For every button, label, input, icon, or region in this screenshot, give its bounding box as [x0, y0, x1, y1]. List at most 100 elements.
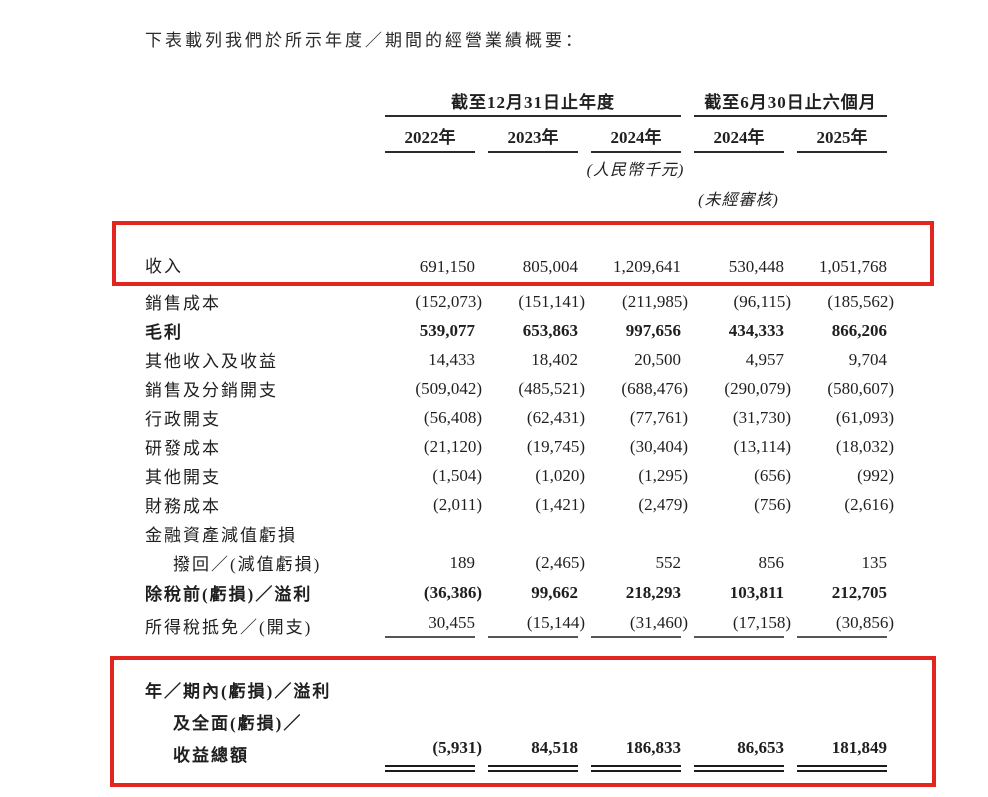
spacer-cell — [145, 88, 378, 117]
value-cell: 86,653 — [687, 638, 790, 772]
audit-note-cell: (未經審核) — [687, 183, 790, 213]
value-cell: (19,745) — [481, 432, 585, 461]
value-cell: (2,616) — [790, 490, 894, 519]
cell-value: 9,704 — [848, 349, 887, 369]
table-row: 其他收入及收益 14,433 18,402 20,500 4,957 9,704 — [145, 345, 893, 374]
row-label: 財務成本 — [145, 497, 221, 516]
total-highlight-box — [110, 656, 936, 787]
group-interim-label: 截至6月30日止六個月 — [704, 93, 877, 112]
cell-value: (1,020) — [535, 465, 585, 485]
value-cell: (1,295) — [584, 461, 688, 490]
table-row: 收入 691,150 805,004 1,209,641 530,448 1,051,76… — [145, 213, 893, 287]
value-cell — [687, 519, 790, 548]
audit-note-row: (未經審核) — [145, 183, 893, 213]
unit-note-row: (人民幣千元) — [145, 153, 893, 183]
cell-value: 18,402 — [531, 349, 578, 369]
cell-value: (31,730) — [732, 407, 791, 427]
value-cell: (152,073) — [378, 287, 482, 316]
table-row: 行政開支 (56,408) (62,431) (77,761) (31,730) (61,… — [145, 403, 894, 432]
cell-value: 1,209,641 — [613, 257, 681, 276]
value-cell: (31,460) — [584, 608, 688, 638]
cell-value: (21,120) — [423, 436, 482, 456]
cell-value: (15,144) — [526, 613, 585, 632]
cell-value: (2,479) — [638, 494, 688, 514]
value-cell: 99,662 — [481, 577, 584, 608]
value-cell: (688,476) — [584, 374, 688, 403]
total-label-line: 收益總額 — [173, 746, 249, 765]
cell-value: (30,856) — [835, 613, 894, 632]
table-body: 收入 691,150 805,004 1,209,641 530,448 1,051,76… — [145, 213, 894, 772]
cell-value: (485,521) — [518, 378, 585, 398]
year-header-row: 2022年 2023年 2024年 2024年 2025年 — [145, 117, 893, 153]
cell-value: 653,863 — [522, 320, 578, 340]
value-cell: 14,433 — [378, 345, 481, 374]
cell-value: 84,518 — [531, 738, 578, 757]
audit-note: (未經審核) — [698, 192, 779, 209]
cell-value: 805,004 — [522, 257, 578, 276]
cell-value: 99,662 — [531, 582, 578, 602]
value-cell: 186,833 — [584, 638, 687, 772]
cell-value: (17,158) — [732, 613, 791, 632]
value-cell: (2,479) — [584, 490, 688, 519]
value-cell: (756) — [687, 490, 791, 519]
value-cell — [584, 519, 687, 548]
value-cell: (96,115) — [687, 287, 791, 316]
cell-value: (31,460) — [629, 613, 688, 632]
cell-value: 4,957 — [745, 349, 784, 369]
value-cell: 530,448 — [687, 213, 790, 287]
cell-value: (2,616) — [844, 494, 894, 514]
cell-value: (290,079) — [724, 378, 791, 398]
table-row: 其他開支 (1,504) (1,020) (1,295) (656) (992) — [145, 461, 894, 490]
value-cell: 189 — [378, 548, 481, 577]
cell-value: 212,705 — [831, 582, 887, 602]
value-cell: (61,093) — [790, 403, 894, 432]
group-interim: 截至6月30日止六個月 — [687, 88, 893, 117]
group-annual-label: 截至12月31日止年度 — [451, 93, 615, 112]
row-label: 銷售及分銷開支 — [145, 381, 278, 400]
row-label: 所得稅抵免／(開支) — [145, 618, 313, 637]
table-row: 研發成本 (21,120) (19,745) (30,404) (13,114) (18,… — [145, 432, 894, 461]
value-cell: (77,761) — [584, 403, 688, 432]
table-row: 毛利 539,077 653,863 997,656 434,333 866,206 — [145, 316, 893, 345]
row-label: 金融資產減值虧損 — [145, 526, 297, 545]
table-row: 銷售成本 (152,073) (151,141) (211,985) (96,115) (… — [145, 287, 894, 316]
cell-value: (77,761) — [629, 407, 688, 427]
cell-value: 856 — [758, 552, 785, 572]
row-label: 收入 — [145, 257, 183, 276]
value-cell: (30,404) — [584, 432, 688, 461]
value-cell: 181,849 — [790, 638, 893, 772]
value-cell: 856 — [687, 548, 790, 577]
value-cell: (1,504) — [378, 461, 482, 490]
value-cell: (30,856) — [790, 608, 894, 638]
year-col-2024: 2024年 — [584, 117, 687, 153]
value-cell: (2,465) — [481, 548, 585, 577]
value-cell: 997,656 — [584, 316, 687, 345]
table-row: 金融資產減值虧損 — [145, 519, 893, 548]
cell-value: (13,114) — [733, 436, 791, 456]
cell-value: (580,607) — [827, 378, 894, 398]
value-cell: (656) — [687, 461, 791, 490]
value-cell: (211,985) — [584, 287, 688, 316]
value-cell: 135 — [790, 548, 893, 577]
cell-value: (756) — [754, 494, 791, 514]
cell-value: 103,811 — [729, 582, 784, 602]
cell-value: (5,931) — [432, 738, 482, 757]
value-cell: 539,077 — [378, 316, 481, 345]
value-cell: 9,704 — [790, 345, 893, 374]
group-annual: 截至12月31日止年度 — [378, 88, 687, 117]
value-cell: 653,863 — [481, 316, 584, 345]
cell-value: (56,408) — [423, 407, 482, 427]
page-title: 下表載列我們於所示年度／期間的經營業績概要： — [145, 31, 585, 50]
spacer-cell — [145, 117, 378, 153]
cell-value: (36,386) — [423, 582, 482, 602]
cell-value: (62,431) — [526, 407, 585, 427]
total-row-label: 年／期內(虧損)／溢利 及全面(虧損)／ 收益總額 — [145, 638, 378, 772]
cell-value: (2,465) — [535, 552, 585, 572]
cell-value: (1,421) — [535, 494, 585, 514]
cell-value: (18,032) — [835, 436, 894, 456]
value-cell: 218,293 — [584, 577, 687, 608]
row-label: 其他開支 — [145, 468, 221, 487]
cell-value: 539,077 — [419, 320, 475, 340]
value-cell: (31,730) — [687, 403, 791, 432]
cell-value: 20,500 — [634, 349, 681, 369]
